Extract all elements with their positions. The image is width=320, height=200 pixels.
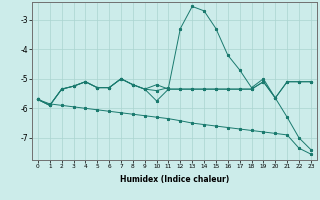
X-axis label: Humidex (Indice chaleur): Humidex (Indice chaleur): [120, 175, 229, 184]
